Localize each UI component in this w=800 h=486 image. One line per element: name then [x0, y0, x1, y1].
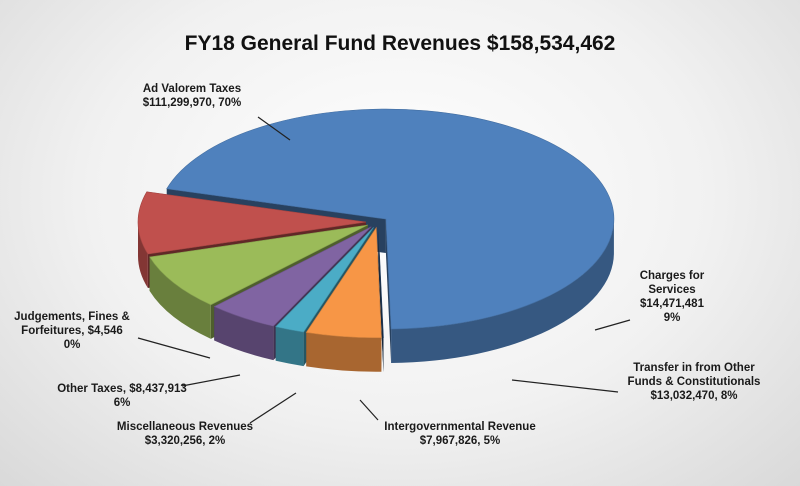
slice-data-label-line: Services: [648, 284, 695, 296]
pie-slice-side: [275, 326, 304, 367]
slice-data-label-line: 6%: [114, 397, 131, 409]
slice-data-label: Ad Valorem Taxes $111,299,970, 70%: [143, 83, 242, 109]
leader-line: [359, 399, 379, 421]
slice-data-label: Transfer in from Other Funds & Constituti…: [628, 362, 761, 402]
pie-slice-ad-valorem-taxes: [166, 108, 615, 330]
slice-data-label-line: 9%: [664, 312, 681, 324]
slice-data-label: Charges for Services $14,471,481 9%: [640, 270, 705, 324]
leader-line: [594, 319, 631, 331]
slice-data-label-line: Miscellaneous Revenues: [117, 421, 253, 433]
pie-slice-wall: [385, 219, 392, 364]
slice-data-label-line: Funds & Constitutionals: [628, 376, 761, 388]
leader-line: [257, 116, 291, 141]
pie-slice-charges-for-services: [137, 191, 367, 255]
slice-data-label: Intergovernmental Revenue $7,967,826, 5%: [384, 421, 535, 447]
slice-data-label: Miscellaneous Revenues $3,320,256, 2%: [117, 421, 253, 447]
slice-data-label-line: $13,032,470, 8%: [651, 390, 738, 402]
slice-data-label-line: Ad Valorem Taxes: [143, 83, 241, 95]
slice-data-label-line: Judgements, Fines &: [14, 311, 130, 323]
slice-data-label-line: Forfeitures, $4,546: [21, 325, 123, 337]
slice-data-label-line: Transfer in from Other: [633, 362, 755, 374]
slice-data-label-line: 0%: [64, 339, 81, 351]
pie-slice-intergovernmental-revenue: [213, 226, 372, 327]
slice-data-label: Judgements, Fines & Forfeitures, $4,546 0%: [14, 311, 130, 351]
slice-data-label-line: Intergovernmental Revenue: [384, 421, 535, 433]
slice-data-label-line: $7,967,826, 5%: [420, 435, 501, 447]
pie-slice-miscellaneous-revenues: [275, 227, 374, 333]
pie-slice-wall: [378, 227, 384, 372]
pie-slice-side: [214, 306, 274, 361]
chart-title: FY18 General Fund Revenues $158,534,462: [185, 32, 616, 55]
pie-slice-side: [391, 219, 614, 364]
slice-data-label-line: $3,320,256, 2%: [145, 435, 226, 447]
leader-line: [511, 379, 619, 393]
slice-data-label-line: Other Taxes, $8,437,913: [57, 383, 187, 395]
slice-data-label-line: $111,299,970, 70%: [143, 97, 242, 109]
pie-slice-judgements-fines-forfeitures: [377, 227, 384, 339]
leader-line: [181, 374, 241, 387]
pie-slice-side: [306, 332, 382, 372]
pie-slice-transfer-in-from-other-funds-constitutionals: [149, 224, 368, 306]
pie-slice-side: [149, 257, 211, 339]
leader-line: [137, 337, 211, 359]
slice-data-label: Other Taxes, $8,437,913 6%: [57, 383, 187, 409]
pie-slice-other-taxes: [305, 226, 382, 339]
slice-data-label-line: $14,471,481: [640, 298, 705, 310]
slice-data-label-line: Charges for: [640, 270, 705, 282]
leader-line: [249, 392, 297, 424]
